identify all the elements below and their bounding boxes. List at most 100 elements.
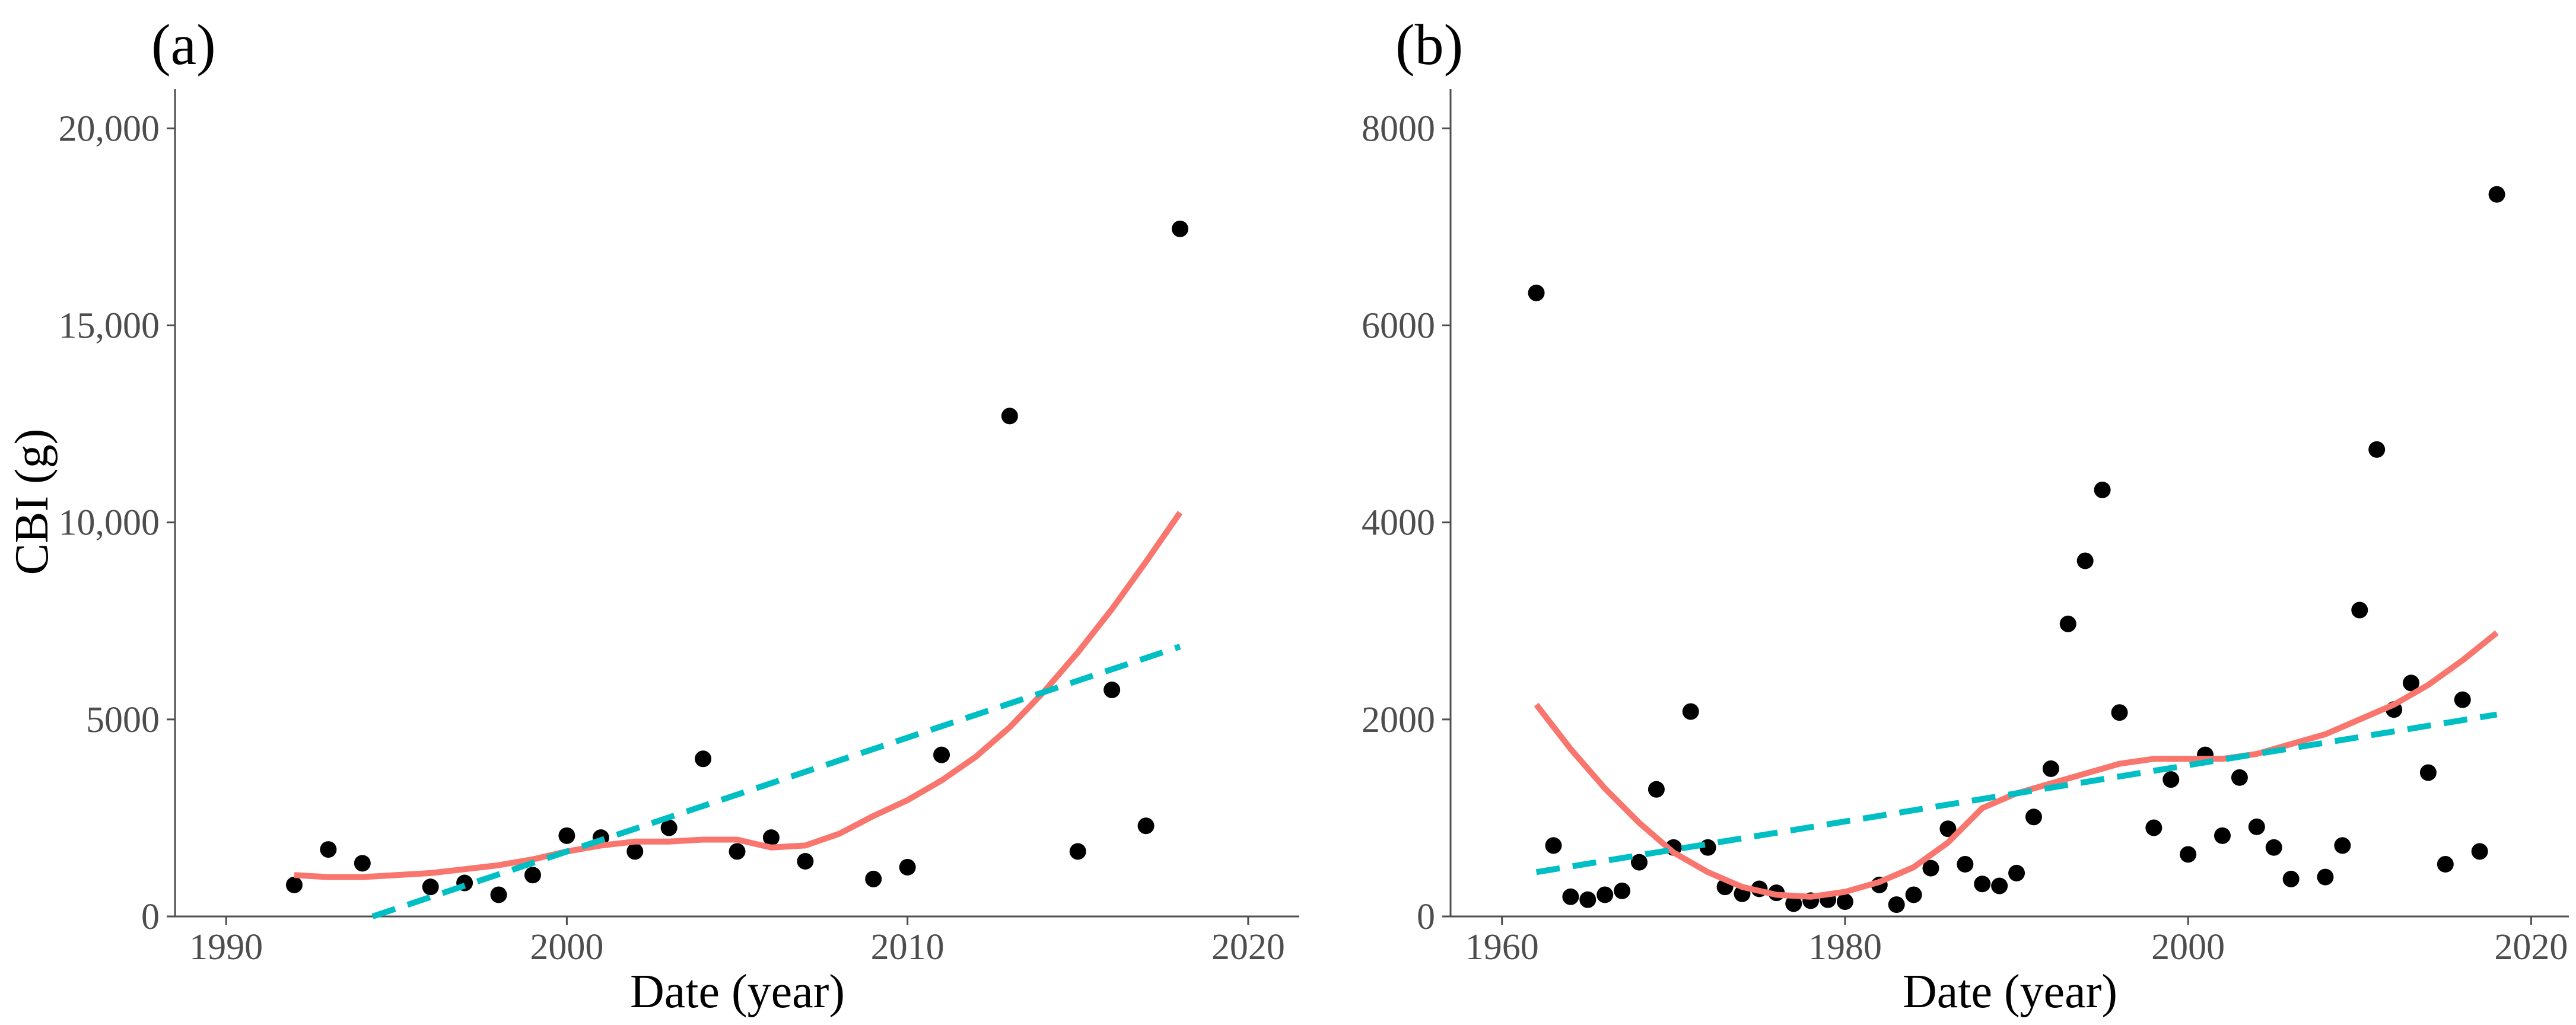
panel-b-x-tick-label: 1960 xyxy=(1465,927,1539,967)
panel-b-data-point xyxy=(2471,843,2488,860)
panel-b-data-point xyxy=(1888,896,1905,913)
panel-a-data-point xyxy=(899,858,916,876)
panel-a-x-tick-label: 2000 xyxy=(530,927,603,967)
panel-b-data-point xyxy=(2008,864,2025,881)
panel-a-data-point xyxy=(797,853,814,870)
panel-b-data-point xyxy=(2094,481,2111,498)
panel-b-data-point xyxy=(2419,764,2437,781)
panel-a-data-point xyxy=(1103,682,1121,699)
panel-a-y-tick-label: 15,000 xyxy=(59,306,160,346)
panel-b-points xyxy=(1528,186,2505,913)
panel-b-data-point xyxy=(2076,552,2094,569)
panel-a-label: (a) xyxy=(151,13,216,77)
panel-b-y-tick-label: 0 xyxy=(1417,897,1435,937)
panel-b-data-point xyxy=(2282,870,2300,887)
panel-b-label: (b) xyxy=(1395,13,1463,77)
panel-a-data-point xyxy=(285,876,303,893)
panel-b-y-tick-label: 6000 xyxy=(1362,306,1435,346)
panel-b-linear-line xyxy=(1535,711,2498,876)
panel-a-y-tick-label: 5000 xyxy=(86,700,160,740)
panel-b-tick-labels: 1960 1980 2000 2020 0 2000 4000 6000 8000 xyxy=(1362,109,2568,967)
panel-b-data-point xyxy=(2368,441,2386,458)
panel-b-data-point xyxy=(2403,674,2420,692)
panel-a-data-point xyxy=(422,878,439,896)
panel-b-data-point xyxy=(1682,703,1699,720)
panel-b-data-point xyxy=(2180,846,2197,863)
panel-a-y-tick-label: 20,000 xyxy=(59,109,160,149)
panel-a-tick-labels: 1990 2000 2010 2020 0 5000 10,000 15,000 20,000 xyxy=(59,109,1285,967)
panel-a-data-point xyxy=(490,886,507,903)
panel-b-data-point xyxy=(2231,769,2248,786)
panel-a-data-point xyxy=(660,819,678,836)
panel-b-data-point xyxy=(1922,860,1939,877)
panel-b-data-point xyxy=(2025,808,2042,826)
panel-a-x-tick-label: 1990 xyxy=(189,927,263,967)
panel-b-data-point xyxy=(1957,855,1974,873)
panel-b-x-tick-label: 2000 xyxy=(2151,927,2225,967)
panel-b-data-point xyxy=(1648,781,1665,798)
panel-a-data-point xyxy=(558,827,575,844)
panel-a-x-axis-title: Date (year) xyxy=(630,966,845,1018)
panel-a-x-tick-label: 2010 xyxy=(871,927,944,967)
panel-a-data-point xyxy=(1137,817,1155,835)
panel-a: (a) 1990 2000 2010 2020 0 5000 10,000 15,000 20,… xyxy=(6,13,1299,1018)
panel-b-data-point xyxy=(2214,827,2231,844)
panel-b-data-point xyxy=(1905,886,1922,903)
panel-b-data-point xyxy=(2317,868,2334,886)
panel-b-data-point xyxy=(1562,888,1579,905)
panel-a-y-tick-label: 10,000 xyxy=(59,503,160,543)
panel-a-data-point xyxy=(1001,408,1018,425)
panel-a-points xyxy=(285,220,1189,903)
panel-a-data-point xyxy=(626,843,644,860)
panel-a-x-tick-label: 2020 xyxy=(1211,927,1285,967)
panel-b-data-point xyxy=(1631,854,1648,871)
panel-b-x-tick-label: 2020 xyxy=(2494,927,2568,967)
panel-b-x-axis-title: Date (year) xyxy=(1903,966,2117,1018)
panel-a-data-point xyxy=(1172,220,1189,237)
panel-b-data-point xyxy=(2042,760,2059,777)
panel-b-loess-line xyxy=(1534,630,2499,900)
panel-a-data-point xyxy=(762,829,780,846)
panel-b-y-tick-label: 4000 xyxy=(1362,503,1435,543)
panel-b-data-point xyxy=(1974,876,1991,893)
panel-b-data-point xyxy=(1939,820,1957,838)
panel-b-data-point xyxy=(2488,186,2505,203)
panel-a-data-point xyxy=(524,867,541,884)
panel-a-data-point xyxy=(1069,843,1086,860)
panel-b-y-tick-label: 8000 xyxy=(1362,109,1435,149)
panel-b-data-point xyxy=(1579,891,1597,908)
panel-b-data-point xyxy=(1614,882,1631,899)
panel-b-data-point xyxy=(2454,691,2471,708)
panel-b-data-point xyxy=(2437,855,2454,873)
panel-a-data-point xyxy=(729,843,746,860)
panel-a-loess-line xyxy=(294,511,1183,880)
panel-a-data-point xyxy=(933,746,950,763)
panel-b-ticks xyxy=(1442,127,2532,925)
panel-b-data-point xyxy=(1597,886,1614,903)
panel-b-data-point xyxy=(2111,704,2128,721)
panel-a-y-axis-title: CBI (g) xyxy=(6,429,58,575)
panel-b-data-point xyxy=(2059,615,2076,632)
panel-b-data-point xyxy=(2351,601,2368,619)
panel-a-data-point xyxy=(865,870,882,887)
panel-b-data-point xyxy=(2162,771,2180,788)
panel-a-data-point xyxy=(320,841,337,858)
panel-b-data-point xyxy=(1836,893,1853,911)
panel-a-data-point xyxy=(354,855,371,872)
panel-a-linear-line xyxy=(371,644,1181,919)
panel-a-data-point xyxy=(695,750,712,768)
panel-b-x-tick-label: 1980 xyxy=(1808,927,1882,967)
panel-b-data-point xyxy=(2334,837,2351,854)
panel-b-data-point xyxy=(1528,284,1545,301)
panel-b-data-point xyxy=(2265,839,2282,856)
panel-b-y-tick-label: 2000 xyxy=(1362,700,1435,740)
panel-b-data-point xyxy=(1785,895,1802,912)
panel-a-y-tick-label: 0 xyxy=(141,897,160,937)
panel-b-data-point xyxy=(2248,818,2265,835)
panel-a-ticks xyxy=(167,127,1249,925)
panel-b: (b) 1960 1980 2000 2020 0 2000 4000 6000 8000 Da… xyxy=(1362,13,2569,1018)
panel-b-data-point xyxy=(2145,819,2162,836)
panel-b-lines xyxy=(1534,630,2499,900)
panel-b-data-point xyxy=(1991,877,2008,895)
